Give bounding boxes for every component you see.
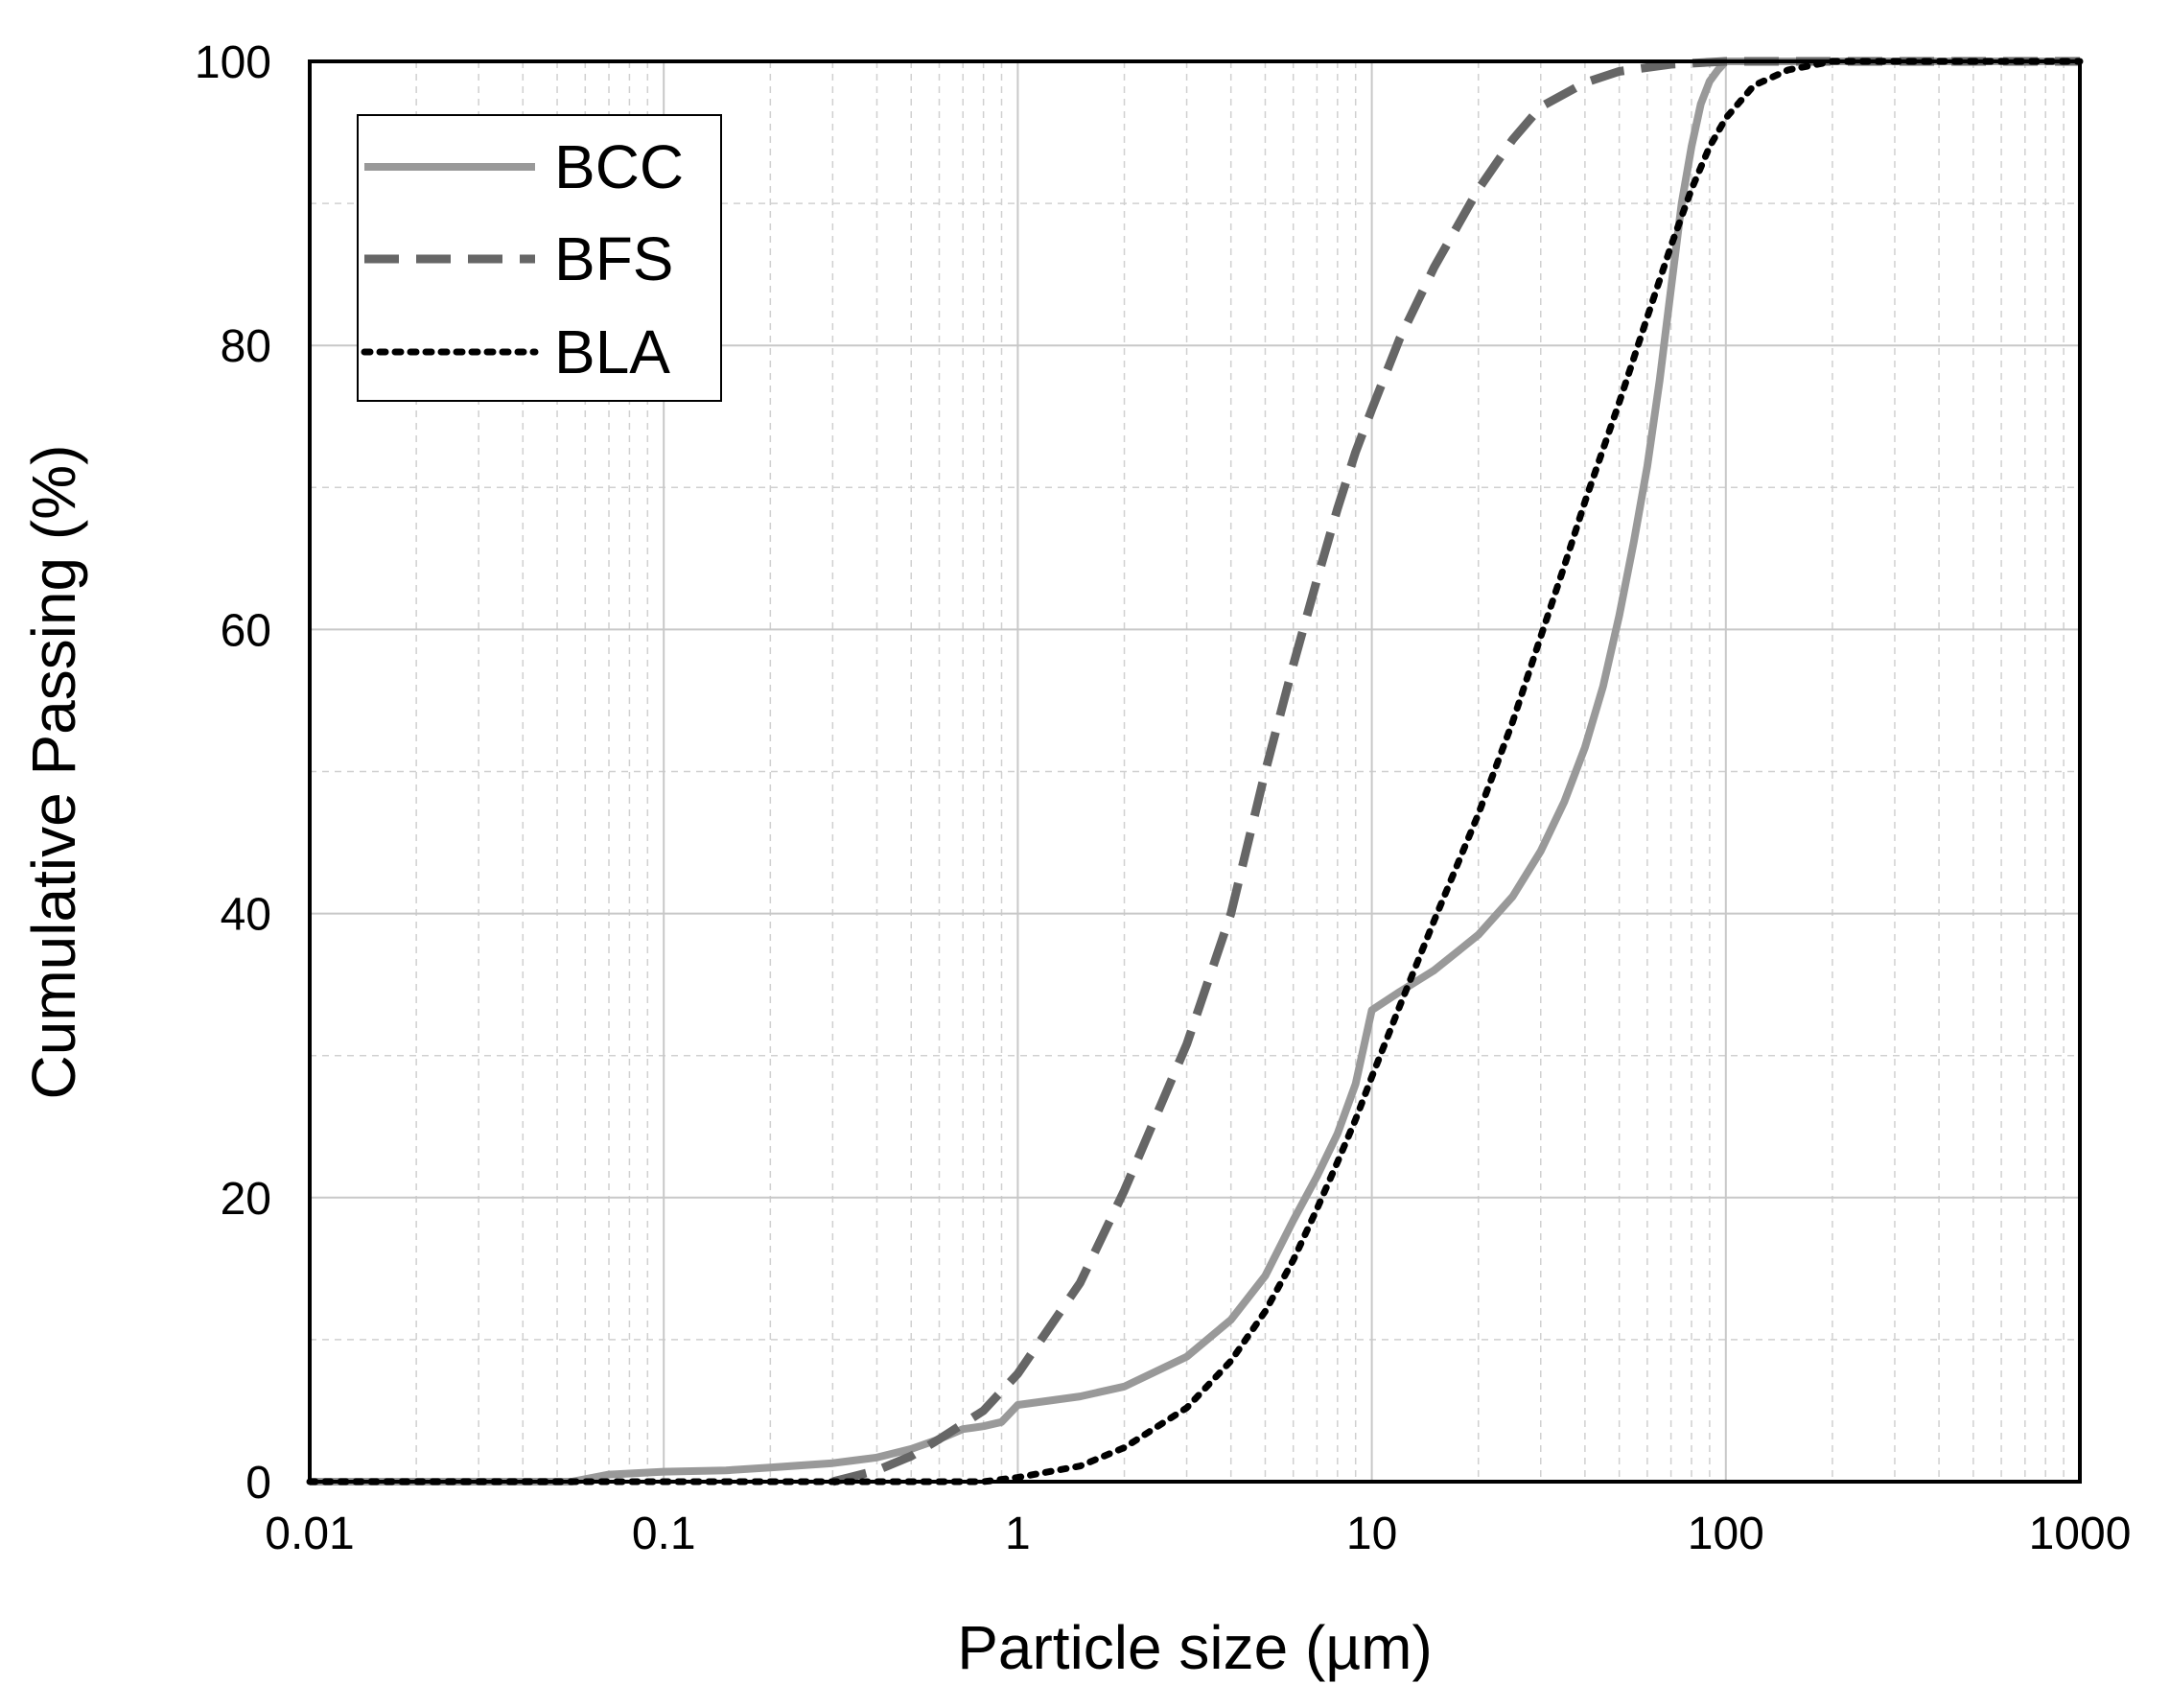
x-axis-title: Particle size (µm) bbox=[957, 1613, 1433, 1682]
legend-label-bcc: BCC bbox=[554, 132, 684, 201]
legend-label-bla: BLA bbox=[554, 317, 670, 386]
series-line-bla bbox=[306, 58, 2084, 1486]
y-tick-label: 100 bbox=[195, 37, 271, 88]
y-tick-label: 80 bbox=[221, 321, 271, 372]
x-tick-label: 0.1 bbox=[632, 1509, 696, 1559]
x-tick-label: 10 bbox=[1346, 1509, 1397, 1559]
x-tick-label: 1 bbox=[1005, 1509, 1031, 1559]
plot-frame bbox=[308, 59, 2082, 1484]
series-line-bcc bbox=[310, 58, 2080, 1486]
series-lines bbox=[306, 57, 2084, 1486]
legend-label-bfs: BFS bbox=[554, 224, 673, 293]
y-tick-label: 20 bbox=[221, 1174, 271, 1225]
y-tick-label: 0 bbox=[245, 1458, 271, 1509]
y-tick-label: 60 bbox=[221, 605, 271, 656]
y-tick-label: 40 bbox=[221, 890, 271, 941]
x-tick-label: 100 bbox=[1688, 1509, 1764, 1559]
y-axis-title: Cumulative Passing (%) bbox=[19, 445, 88, 1100]
x-tick-label: 0.01 bbox=[265, 1509, 354, 1559]
x-tick-label: 1000 bbox=[2029, 1509, 2132, 1559]
x-axis-ticks: 0.01 0.1 1 10 100 1000 bbox=[265, 1509, 2131, 1559]
legend: BCC BFS BLA bbox=[357, 114, 722, 402]
series-line-bfs bbox=[831, 57, 2080, 1486]
y-axis-ticks: 0 20 40 60 80 100 bbox=[195, 37, 271, 1509]
